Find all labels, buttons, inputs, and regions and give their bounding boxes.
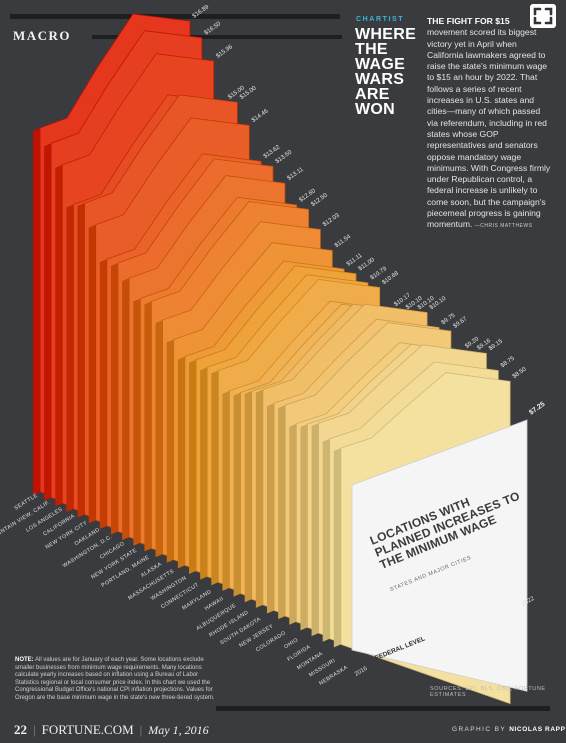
federal-panel <box>351 419 528 692</box>
panel-edge-22 <box>278 405 286 620</box>
value-label-11: $12.03 <box>322 212 341 228</box>
page-number: 22 <box>14 722 27 737</box>
panel-edge-24 <box>300 424 308 631</box>
panel-edge-20 <box>255 389 263 608</box>
value-label-25: $9.15 <box>488 338 504 352</box>
location-label-4: NEW YORK CITY <box>45 520 89 551</box>
section-rule <box>92 35 342 39</box>
panel-edge-10 <box>144 301 152 552</box>
note: NOTE: All values are for January of each… <box>15 657 220 703</box>
panel-edge-14 <box>189 359 196 574</box>
value-label-26: $8.75 <box>500 355 516 369</box>
panel-edge-8 <box>122 278 130 541</box>
panel-edge-3 <box>66 204 74 512</box>
panel-edge-19 <box>244 391 252 603</box>
panel-edge-23 <box>289 423 297 625</box>
graphic-credit: GRAPHIC BY NICOLAS RAPP <box>452 726 566 733</box>
panel-edge-5 <box>88 224 96 524</box>
value-label-5: $14.46 <box>251 108 270 124</box>
panel-edge-18 <box>233 392 241 597</box>
panel-edge-4 <box>77 203 85 518</box>
panel-edge-0 <box>33 128 40 495</box>
panel-edge-13 <box>177 356 185 569</box>
intro-text: THE FIGHT FOR $15 movement scored its bi… <box>427 16 551 233</box>
location-label-21: OHIO <box>283 637 299 650</box>
issue-date: May 1, 2016 <box>148 723 209 737</box>
value-label-8: $13.11 <box>287 166 306 182</box>
panel-edge-27 <box>333 448 341 648</box>
byline: —CHRIS MATTHEWS <box>474 223 533 230</box>
panel-edge-7 <box>111 262 118 535</box>
panel-edge-9 <box>133 298 141 546</box>
panel-edge-6 <box>99 259 107 529</box>
headline: WHERE THE WAGE WARS ARE WON <box>355 26 417 118</box>
site-name: FORTUNE.COM <box>41 722 134 737</box>
graphic-label: GRAPHIC BY <box>452 726 506 733</box>
panel-edge-16 <box>211 370 219 586</box>
folio: 22 | FORTUNE.COM | May 1, 2016 <box>14 722 209 737</box>
value-label-2: $15.96 <box>215 44 234 60</box>
note-label: NOTE: <box>15 657 34 663</box>
value-label-1: $16.50 <box>204 21 223 37</box>
panel-edge-12 <box>166 339 174 563</box>
value-label-12: $11.54 <box>334 234 353 250</box>
panel-edge-1 <box>44 143 52 501</box>
intro-body: movement scored its biggest victory yet … <box>427 27 551 230</box>
intro-lead: THE FIGHT FOR $15 <box>427 16 510 26</box>
panel-edge-17 <box>222 390 230 591</box>
x-start-label: 2016 <box>354 666 369 678</box>
panel-edge-21 <box>267 403 274 614</box>
note-text: All values are for January of each year.… <box>15 657 215 701</box>
panel-edge-11 <box>155 319 163 558</box>
value-label-0: $16.89 <box>192 4 211 20</box>
kicker: CHARTIST <box>356 16 405 23</box>
panel-edge-26 <box>322 438 330 642</box>
panel-edge-2 <box>55 164 63 507</box>
sources: SOURCES: EPI, BLS, CBO, FORTUNE ESTIMATE… <box>430 686 546 698</box>
graphic-author: NICOLAS RAPP <box>509 726 566 733</box>
expand-icon[interactable] <box>530 4 556 28</box>
top-rule <box>10 14 340 19</box>
panel-edge-25 <box>311 423 319 637</box>
federal-value-label: $7.25 <box>528 401 546 417</box>
section-label: MACRO <box>13 28 72 43</box>
value-label-27: $8.50 <box>512 366 528 380</box>
panel-edge-15 <box>200 367 208 580</box>
bottom-rule <box>216 706 550 711</box>
